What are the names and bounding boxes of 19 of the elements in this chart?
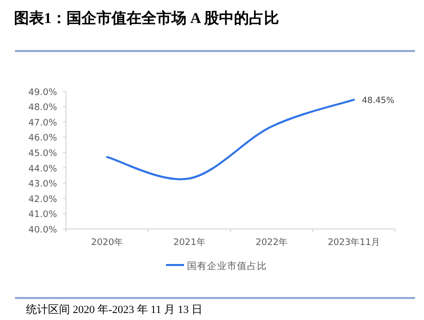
- y-tick-label: 41.0%: [28, 210, 58, 220]
- y-tick-label: 47.0%: [28, 118, 58, 128]
- y-tick-label: 46.0%: [28, 134, 58, 144]
- y-tick-label: 49.0%: [28, 88, 58, 98]
- y-tick-label: 43.0%: [28, 180, 58, 190]
- y-tick-label: 42.0%: [28, 194, 58, 205]
- y-tick-label: 45.0%: [28, 149, 58, 159]
- y-tick-label: 40.0%: [28, 226, 58, 236]
- legend-label: 国有企业市值占比: [187, 260, 267, 272]
- x-tick-label: 2020年: [91, 237, 124, 248]
- data-label: 48.45%: [362, 96, 394, 106]
- text: 统计区间 2020 年-2023 年 11 月 13 日: [26, 303, 203, 316]
- y-tick-label: 44.0%: [28, 164, 58, 174]
- y-tick-label: 48.0%: [28, 103, 58, 114]
- x-tick-label: 2023年11月: [328, 237, 380, 248]
- line-series: [106, 98, 355, 180]
- chart-title: 图表1：国企市值在全市场 A 股中的占比: [14, 9, 280, 27]
- x-tick-label: 2021年: [173, 237, 206, 248]
- x-tick-label: 2022年: [256, 237, 288, 248]
